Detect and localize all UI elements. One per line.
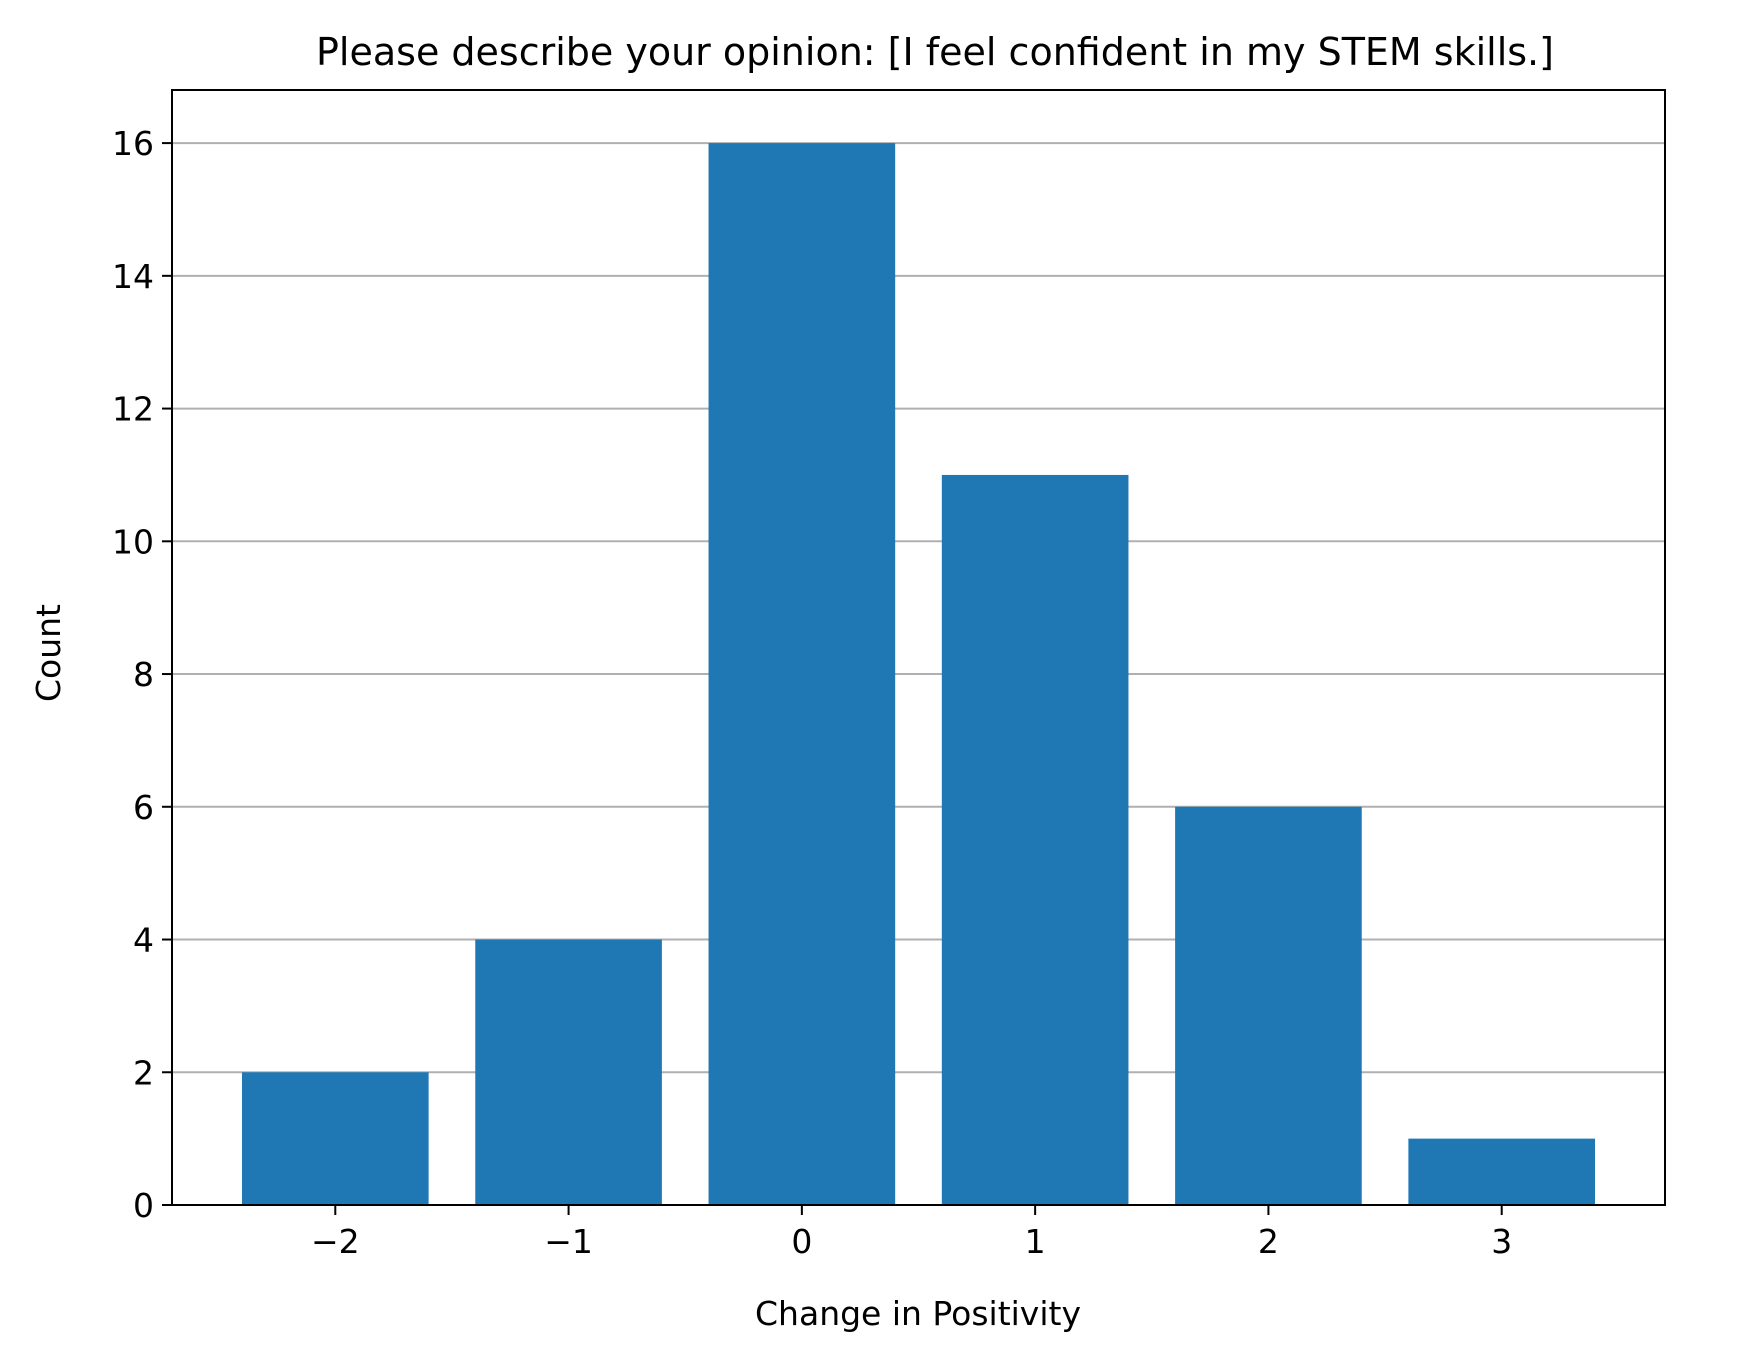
x-tick-label: −2 bbox=[311, 1222, 360, 1261]
bar bbox=[475, 939, 662, 1205]
x-tick-label: 2 bbox=[1258, 1222, 1279, 1261]
x-tick-label: 0 bbox=[791, 1222, 812, 1261]
y-tick-label: 4 bbox=[133, 921, 154, 960]
plot-area-frame bbox=[171, 89, 1666, 1206]
bar bbox=[241, 1072, 429, 1205]
bar bbox=[708, 143, 896, 1206]
x-tick-label: 3 bbox=[1491, 1222, 1512, 1261]
x-axis-ticks: −2 −1 0 1 2 3 bbox=[311, 1205, 1512, 1261]
bars bbox=[241, 143, 1596, 1206]
y-tick-label: 8 bbox=[133, 655, 154, 694]
x-tick-label: −1 bbox=[544, 1222, 593, 1261]
x-axis-label: Change in Positivity bbox=[755, 1294, 1081, 1333]
bar bbox=[1175, 806, 1362, 1205]
y-tick-label: 14 bbox=[112, 257, 154, 296]
y-tick-label: 6 bbox=[133, 788, 154, 827]
y-axis-label: Count bbox=[29, 604, 68, 702]
y-tick-label: 2 bbox=[133, 1053, 154, 1092]
y-tick-label: 12 bbox=[112, 390, 154, 429]
x-tick-label: 1 bbox=[1025, 1222, 1046, 1261]
y-tick-label: 0 bbox=[133, 1186, 154, 1225]
y-axis-ticks: 0 2 4 6 8 10 12 14 16 bbox=[112, 124, 172, 1225]
y-tick-label: 10 bbox=[112, 522, 154, 561]
bar bbox=[941, 474, 1129, 1205]
bar bbox=[1408, 1138, 1596, 1205]
y-tick-label: 16 bbox=[112, 124, 154, 163]
chart-title: Please describe your opinion: [I feel co… bbox=[316, 30, 1554, 74]
